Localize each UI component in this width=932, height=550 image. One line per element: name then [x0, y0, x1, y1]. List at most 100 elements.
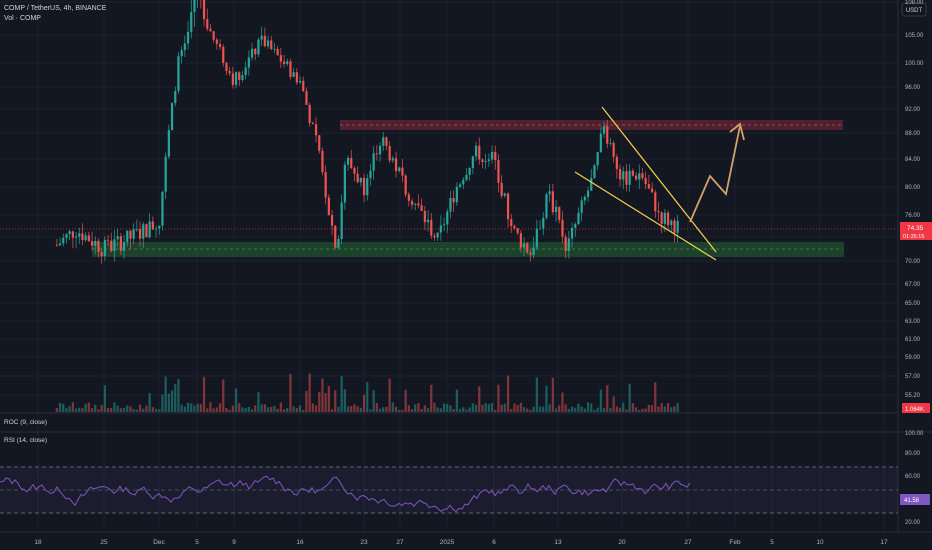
support-zone[interactable] — [92, 242, 844, 257]
candle-body — [458, 184, 462, 187]
candle-body — [417, 203, 420, 206]
resistance-zone[interactable] — [340, 120, 843, 130]
candle-body — [174, 91, 177, 103]
candle-body — [244, 67, 247, 76]
candle-body — [350, 157, 353, 169]
currency-button[interactable] — [901, 2, 927, 17]
candle-body — [154, 228, 158, 230]
volume-bar — [439, 408, 442, 412]
volume-bar — [199, 404, 202, 412]
volume-bar — [327, 386, 330, 412]
candle-body — [455, 186, 458, 203]
candle-body — [206, 19, 209, 29]
price-tick-label: 70.00 — [905, 259, 921, 265]
volume-bar — [254, 405, 257, 412]
volume-bar — [142, 408, 145, 412]
candle-body — [228, 71, 231, 74]
candle-body — [106, 239, 110, 241]
candle-body — [423, 210, 426, 223]
volume-legend[interactable]: Vol · COMP — [4, 15, 41, 22]
volume-bar — [414, 404, 417, 412]
candle-body — [570, 227, 574, 239]
candle-body — [110, 240, 113, 251]
candle-body — [673, 220, 676, 233]
volume-bar — [350, 406, 353, 412]
candle-body — [266, 40, 270, 47]
volume-bar — [586, 402, 590, 412]
volume-value: 1.064K — [905, 407, 924, 413]
volume-bar — [574, 407, 577, 412]
volume-bar — [193, 405, 196, 412]
volume-series — [55, 373, 679, 412]
wedge-lower-line[interactable] — [574, 171, 717, 261]
volume-badge — [902, 403, 930, 413]
candle-body — [148, 221, 151, 238]
volume-bar — [122, 407, 126, 412]
volume-bar — [164, 376, 167, 412]
candle-body — [583, 196, 586, 201]
candle-body — [542, 217, 545, 229]
rsi-legend[interactable]: RSI (14, close) — [4, 437, 47, 444]
volume-bar — [369, 409, 372, 412]
candle-body — [209, 28, 212, 32]
volume-bar — [257, 392, 260, 412]
symbol-title[interactable]: COMP / TetherUS, 4h, BINANCE — [4, 5, 107, 12]
volume-bar — [657, 406, 660, 412]
time-axis[interactable]: 18 25 Dec 5 9 16 23 27 2025 6 13 20 27 Feb 5 10 17 — [34, 539, 888, 546]
candle-body — [388, 145, 391, 161]
time-tick-label: 2025 — [440, 539, 455, 546]
candle-body — [506, 193, 510, 220]
candle-body — [62, 237, 65, 244]
volume-bar — [465, 409, 468, 412]
volume-bar — [318, 391, 321, 412]
candle-body — [385, 137, 388, 146]
volume-bar — [314, 405, 318, 412]
volume-bar — [90, 408, 94, 412]
volume-bar — [615, 406, 618, 412]
volume-bar — [423, 405, 426, 412]
volume-bar — [590, 403, 593, 412]
volume-bar — [442, 403, 446, 412]
price-tick-label: 88.00 — [905, 131, 921, 137]
roc-legend[interactable]: ROC (9, close) — [4, 419, 47, 426]
candle-body — [353, 168, 356, 174]
rsi-tick-label: 20.00 — [905, 520, 921, 526]
candle-body — [116, 236, 119, 240]
candle-body — [554, 206, 558, 213]
volume-bar — [174, 384, 177, 412]
volume-bar — [161, 394, 164, 412]
candle-body — [257, 39, 260, 55]
candle-body — [202, 0, 206, 20]
volume-bar — [55, 408, 58, 412]
candle-body — [180, 50, 183, 57]
volume-bar — [321, 378, 324, 412]
candle-body — [158, 225, 161, 229]
candle-body — [513, 226, 516, 229]
wedge-upper-line[interactable] — [601, 106, 717, 253]
candle-body — [625, 171, 628, 185]
volume-bar — [609, 408, 612, 412]
candle-body — [644, 177, 647, 185]
candle-body — [551, 191, 554, 213]
candle-body — [474, 145, 478, 157]
volume-bar — [167, 393, 170, 412]
price-axis[interactable]: 108.00 105.00 100.00 96.00 92.00 88.00 84.00 80… — [905, 0, 924, 399]
candle-body — [634, 175, 638, 180]
volume-bar — [241, 407, 244, 412]
volume-bar — [151, 407, 154, 412]
candle-body — [346, 157, 350, 165]
projection-arrow-path[interactable] — [689, 125, 741, 223]
volume-bar — [644, 408, 647, 412]
candle-body — [359, 177, 362, 183]
current-price-badge — [900, 222, 932, 240]
volume-bar — [225, 407, 228, 412]
candle-body — [599, 133, 602, 153]
candle-body — [135, 228, 138, 230]
volume-bar — [641, 408, 644, 412]
candle-body — [113, 239, 116, 251]
volume-bar — [538, 406, 542, 412]
candle-body — [631, 170, 634, 176]
volume-bar — [324, 392, 327, 412]
time-tick-label: 6 — [492, 539, 496, 546]
